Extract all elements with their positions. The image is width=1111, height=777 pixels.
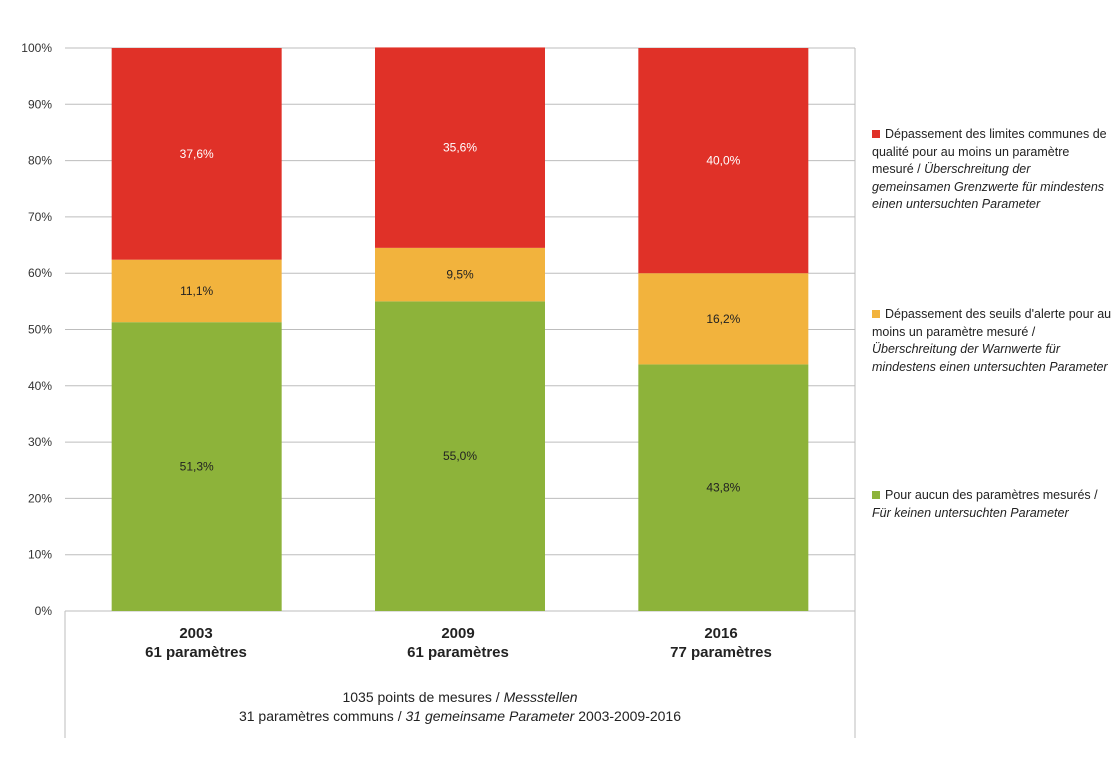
data-label: 37,6% xyxy=(180,147,214,161)
y-tick-label: 10% xyxy=(28,548,52,562)
data-label: 35,6% xyxy=(443,141,477,155)
y-tick-label: 60% xyxy=(28,266,52,280)
bar-segment xyxy=(111,322,282,611)
x-label-2009: 2009 61 paramètres xyxy=(358,624,558,662)
bar-segment xyxy=(111,48,282,260)
footer-text-de: Messstellen xyxy=(503,689,578,705)
x-tick-params: 61 paramètres xyxy=(407,644,509,661)
y-tick-label: 30% xyxy=(28,435,52,449)
data-label: 51,3% xyxy=(180,460,214,474)
x-tick-year: 2016 xyxy=(704,625,738,642)
y-tick-label: 70% xyxy=(28,210,52,224)
bar-segment xyxy=(375,247,545,302)
footer-text: 1035 points de mesures / xyxy=(342,689,504,705)
legend-text-fr: Dépassement des seuils d'alerte pour au … xyxy=(872,307,1111,339)
legend-text-de: Für keinen untersuchten Parameter xyxy=(872,505,1069,520)
legend-text-fr: Dépassement des limites communes de qual… xyxy=(872,127,1107,176)
legend-text-de: Überschreitung der gemeinsamen Grenzwert… xyxy=(872,162,1105,211)
legend-swatch-red xyxy=(872,130,880,138)
bar-segment xyxy=(638,273,809,365)
y-tick-label: 40% xyxy=(28,379,52,393)
footer-years: 2003-2009-2016 xyxy=(574,708,682,724)
data-label: 9,5% xyxy=(446,268,474,282)
x-label-2016: 2016 77 paramètres xyxy=(621,624,821,662)
y-tick-label: 20% xyxy=(28,491,52,505)
data-label: 16,2% xyxy=(706,312,740,326)
data-label: 43,8% xyxy=(706,481,740,495)
footer-text-de: 31 gemeinsame Parameter xyxy=(405,708,575,724)
legend-text-de: Überschreitung der Warnwerte für mindest… xyxy=(872,342,1108,374)
x-tick-year: 2003 xyxy=(179,625,213,642)
bar-segment xyxy=(375,301,545,611)
data-label: 40,0% xyxy=(706,154,740,168)
legend-item-alert-thresholds: Dépassement des seuils d'alerte pour au … xyxy=(872,306,1111,376)
bar-segment xyxy=(638,48,809,274)
legend-item-none: Pour aucun des paramètres mesurés / Für … xyxy=(872,487,1111,522)
x-tick-params: 77 paramètres xyxy=(670,644,772,661)
legend-item-quality-limits: Dépassement des limites communes de qual… xyxy=(872,126,1111,214)
bar-segment xyxy=(638,364,809,611)
y-tick-label: 90% xyxy=(28,97,52,111)
bar-segment xyxy=(375,47,545,248)
y-tick-label: 0% xyxy=(35,604,53,618)
data-label: 55,0% xyxy=(443,449,477,463)
y-tick-label: 100% xyxy=(21,41,52,55)
chart-footer: 1035 points de mesures / Messstellen 31 … xyxy=(65,688,855,726)
y-tick-label: 80% xyxy=(28,154,52,168)
footer-text: 31 paramètres communs / xyxy=(238,708,406,724)
legend-swatch-orange xyxy=(872,310,880,318)
bar-segment xyxy=(111,259,282,323)
data-label: 11,1% xyxy=(180,284,213,298)
x-tick-year: 2009 xyxy=(441,625,475,642)
x-tick-params: 61 paramètres xyxy=(145,644,247,661)
y-tick-label: 50% xyxy=(28,323,52,337)
x-label-2003: 2003 61 paramètres xyxy=(96,624,296,662)
legend-text-fr: Pour aucun des paramètres mesurés / xyxy=(885,488,1098,502)
legend-swatch-green xyxy=(872,491,880,499)
